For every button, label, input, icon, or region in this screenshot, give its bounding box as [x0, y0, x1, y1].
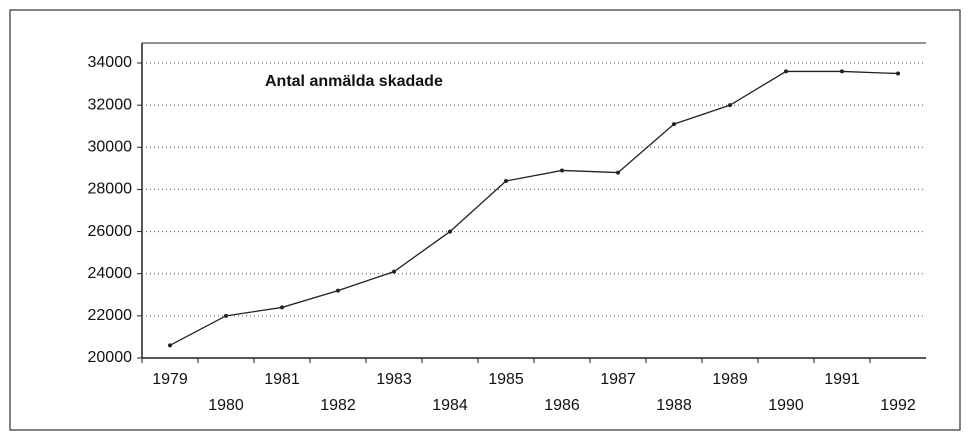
x-tick-label: 1991: [824, 371, 860, 388]
data-point: [392, 269, 396, 274]
data-point: [616, 170, 620, 175]
y-tick-label: 28000: [88, 181, 133, 198]
x-tick-label: 1987: [600, 371, 636, 388]
data-point: [168, 343, 172, 348]
y-tick-label: 26000: [88, 223, 133, 240]
x-tick-label: 1981: [264, 371, 300, 388]
data-line: [169, 70, 899, 346]
data-point: [728, 103, 732, 108]
x-tick-label: 1992: [880, 397, 916, 414]
y-tick-label: 22000: [88, 307, 133, 324]
data-point: [840, 69, 844, 74]
x-tick-label: 1988: [656, 397, 692, 414]
x-tick-label: 1986: [544, 397, 580, 414]
y-tick-label: 34000: [88, 54, 133, 71]
data-point: [560, 168, 564, 173]
chart-title: Antal anmälda skadade: [265, 73, 443, 90]
x-tick-label: 1989: [712, 371, 748, 388]
data-point: [336, 288, 340, 293]
y-tick-label: 24000: [88, 265, 133, 282]
x-tick-label: 1985: [488, 371, 524, 388]
x-tick-label: 1982: [320, 397, 356, 414]
y-tick-label: 32000: [88, 96, 133, 113]
x-tick-label: 1983: [376, 371, 412, 388]
data-point: [280, 305, 284, 310]
data-point: [504, 179, 508, 183]
data-point: [896, 71, 900, 76]
data-point: [224, 313, 228, 318]
data-point: [672, 122, 676, 127]
data-point: [784, 69, 788, 74]
x-tick-label: 1979: [152, 371, 188, 388]
outer-frame: [9, 9, 961, 431]
x-tick-label: 1990: [768, 397, 804, 414]
y-tick-label: 30000: [88, 139, 133, 156]
y-tick-label: 20000: [88, 349, 133, 366]
x-tick-label: 1980: [208, 397, 244, 414]
x-tick-label: 1984: [432, 397, 468, 414]
data-point: [448, 229, 452, 234]
